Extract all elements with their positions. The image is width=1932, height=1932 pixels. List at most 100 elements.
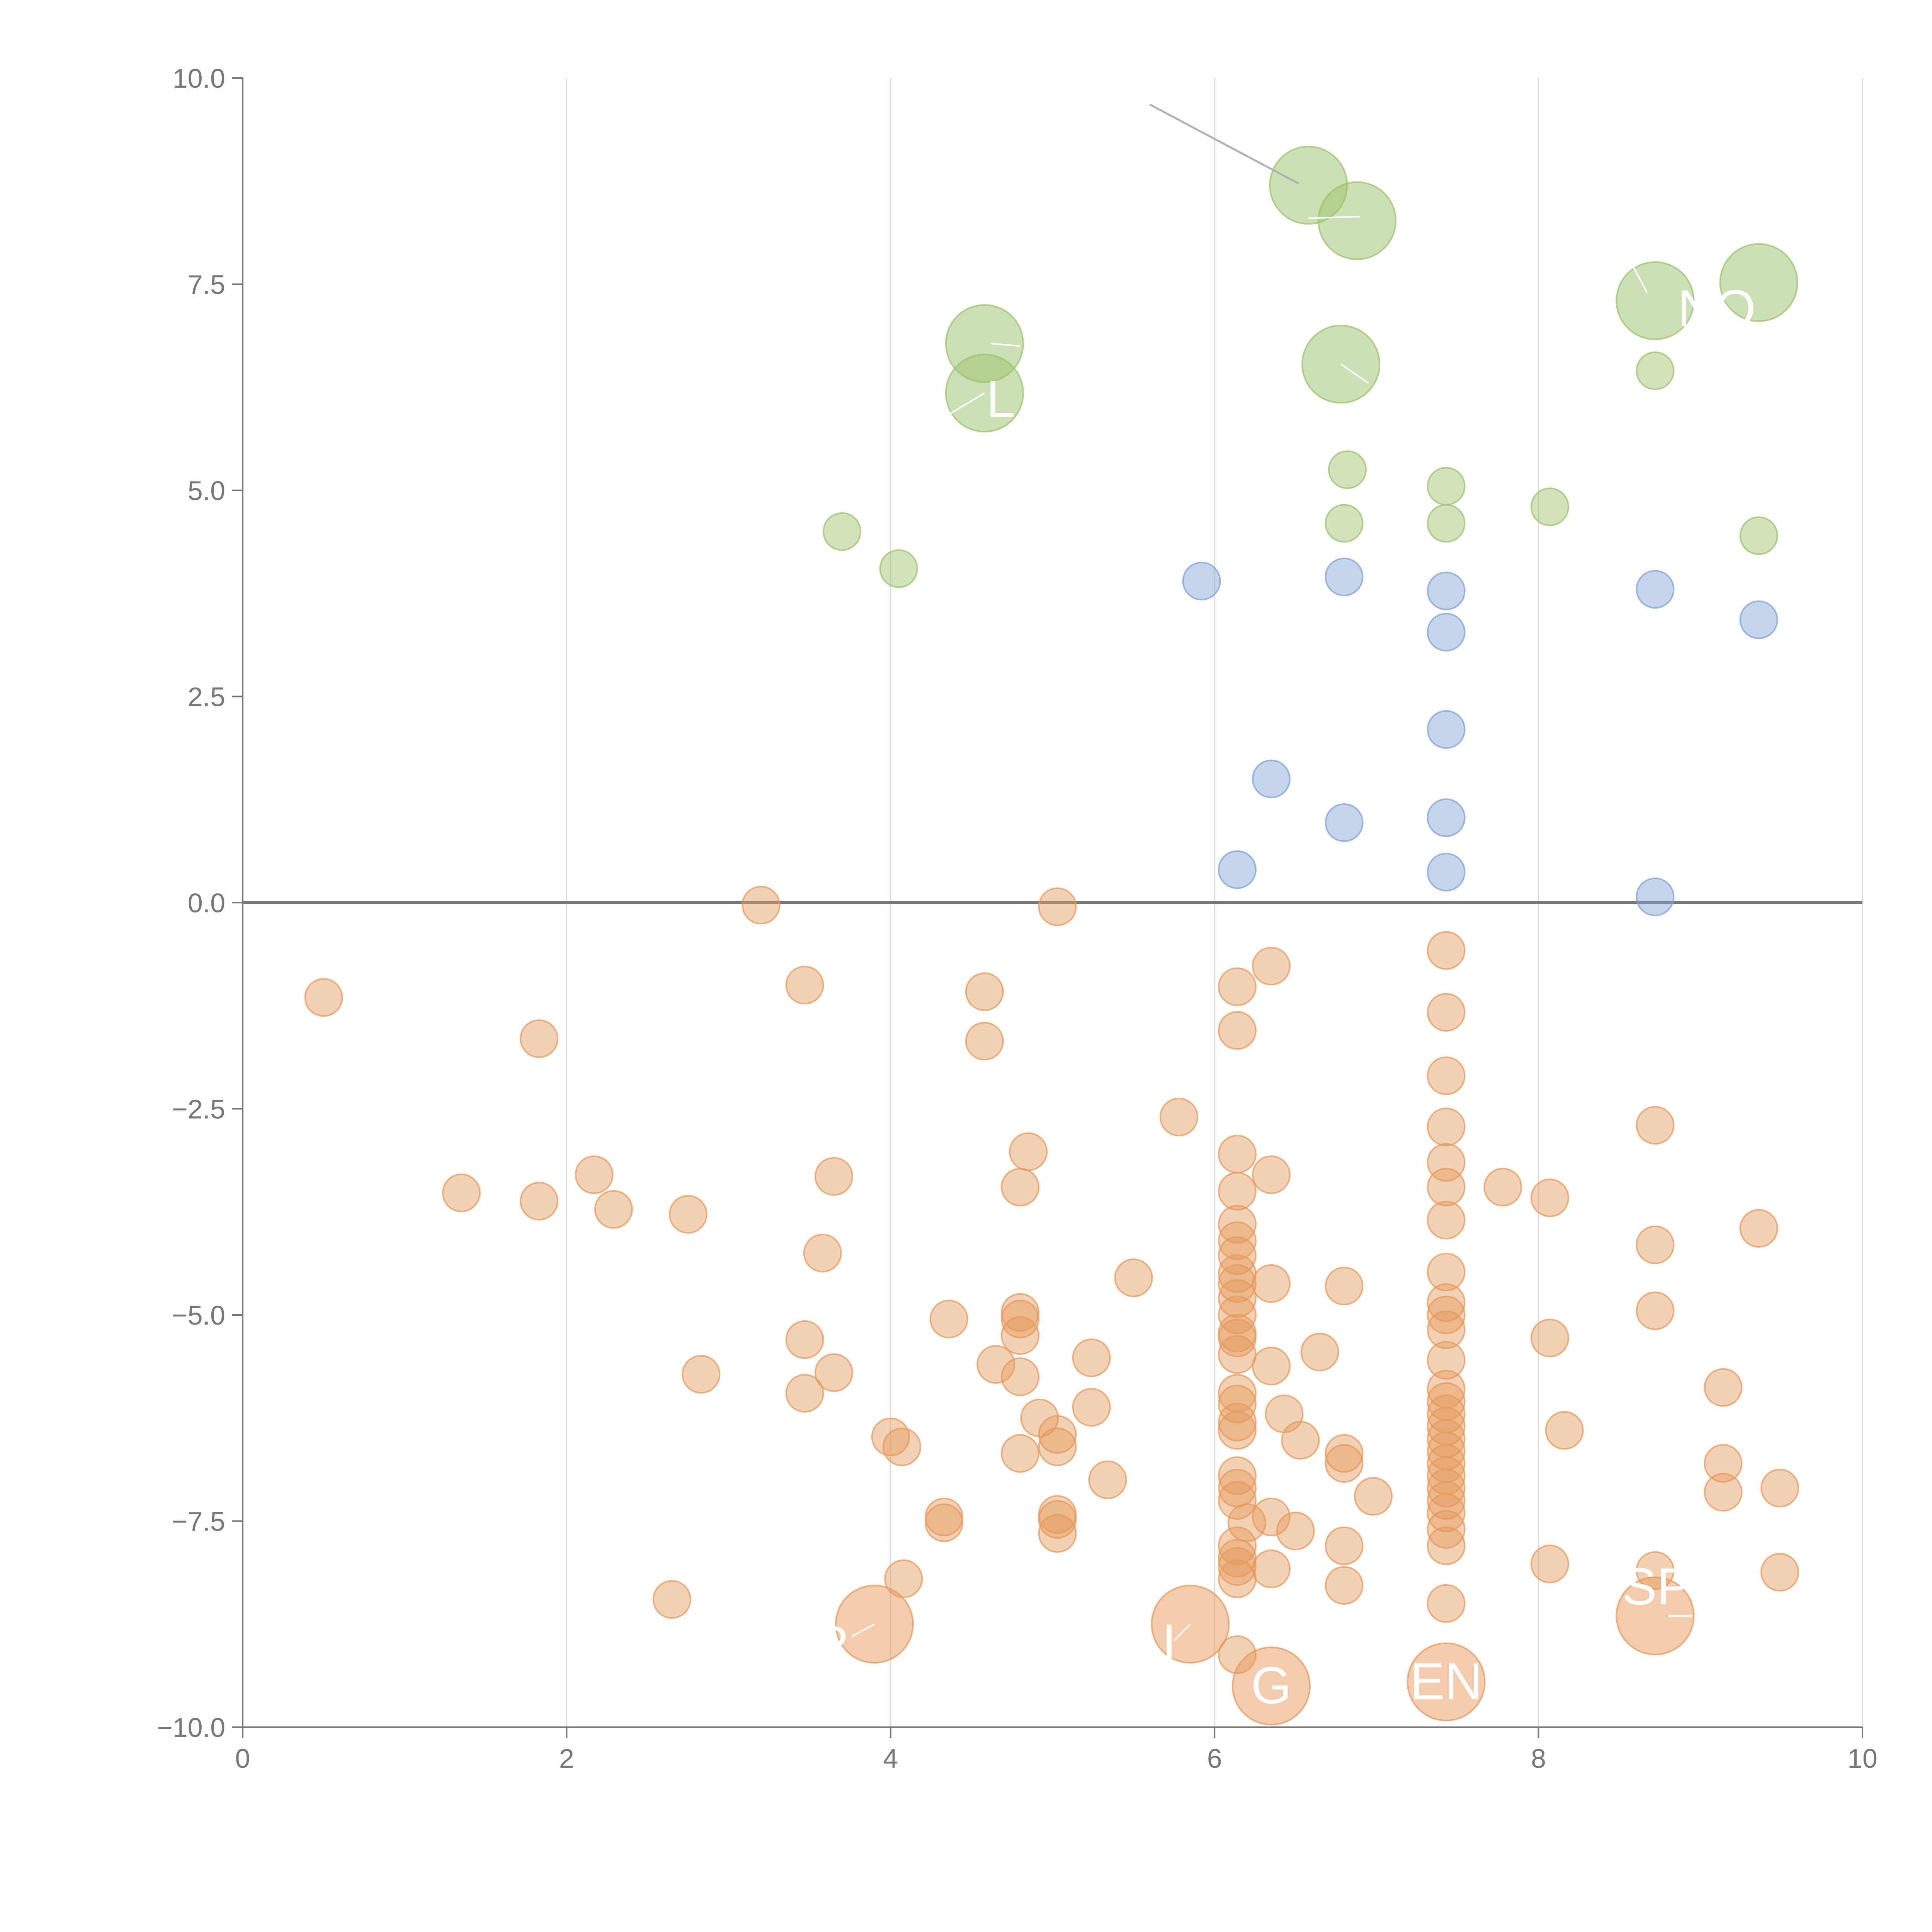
x-tick-label: 6 [1207, 1743, 1222, 1774]
orange-point [1252, 1497, 1291, 1536]
orange-point [1427, 1584, 1466, 1623]
y-tick-label: −5.0 [172, 1300, 225, 1330]
orange-point [1325, 1566, 1364, 1605]
y-tick-label: 7.5 [188, 270, 225, 300]
orange-point [1252, 947, 1291, 986]
orange-point [1530, 1544, 1569, 1583]
green-point [1636, 351, 1675, 390]
orange-point [1001, 1168, 1040, 1207]
orange-point [1427, 1310, 1466, 1349]
orange-point [965, 972, 1004, 1011]
orange-point [1704, 1368, 1743, 1407]
orange-point [1704, 1473, 1743, 1512]
orange-point [1218, 1526, 1257, 1565]
orange-point [1325, 1444, 1364, 1483]
orange-point [785, 1320, 824, 1359]
x-tick-label: 4 [883, 1743, 898, 1774]
blue-point [1427, 798, 1466, 837]
orange-point [1739, 1209, 1778, 1248]
orange-point [1001, 1316, 1040, 1355]
bubble-label: HIB [1179, 164, 1266, 222]
orange-point [1325, 1434, 1364, 1473]
orange-point [1252, 1155, 1291, 1194]
large-bubble [1719, 243, 1798, 322]
y-tick-label: 0.0 [188, 888, 225, 918]
orange-point [1218, 1403, 1257, 1442]
orange-point [1252, 1549, 1291, 1588]
orange-point [1038, 1415, 1077, 1454]
orange-point [785, 1374, 824, 1413]
orange-point [1427, 1253, 1466, 1292]
x-tick-label: 8 [1531, 1743, 1546, 1774]
green-point [1427, 504, 1466, 543]
orange-point [1218, 1221, 1257, 1260]
bubble-label: SP [1622, 1557, 1692, 1616]
blue-point [1182, 561, 1221, 600]
orange-point [520, 1019, 559, 1058]
orange-point [668, 1195, 707, 1234]
orange-point [785, 966, 824, 1005]
orange-point [1218, 1411, 1257, 1450]
orange-point [925, 1503, 964, 1542]
orange-point [1001, 1434, 1040, 1473]
bubble-label: I [1162, 1613, 1177, 1672]
label-leader-line [1340, 363, 1369, 384]
orange-point [1228, 1503, 1267, 1542]
orange-point [803, 1233, 842, 1272]
large-bubble [1318, 181, 1397, 260]
orange-point [1276, 1512, 1315, 1551]
orange-point [1001, 1357, 1040, 1396]
label-leader-line [939, 392, 985, 421]
orange-point [1427, 1107, 1466, 1146]
orange-point [815, 1157, 854, 1196]
orange-point [520, 1182, 559, 1221]
orange-point [1009, 1132, 1048, 1171]
orange-point [742, 886, 781, 925]
orange-point [883, 1427, 922, 1466]
orange-point [1218, 967, 1257, 1006]
orange-point [1325, 1267, 1364, 1306]
large-bubble [1616, 1576, 1695, 1655]
orange-point [1159, 1097, 1198, 1136]
orange-point [1483, 1168, 1522, 1207]
blue-point [1636, 878, 1675, 917]
orange-point [575, 1155, 614, 1194]
orange-point [652, 1580, 691, 1619]
label-leader-line [1631, 265, 1648, 293]
blue-point [1325, 803, 1364, 842]
orange-point [1252, 1347, 1291, 1386]
orange-point [1427, 1493, 1466, 1532]
orange-point [1038, 887, 1077, 926]
large-bubble [1616, 261, 1695, 340]
bubble-label: EN [1410, 1652, 1483, 1711]
orange-point [929, 1299, 968, 1338]
orange-point [1218, 1279, 1257, 1318]
orange-point [1530, 1318, 1569, 1357]
orange-point [1427, 993, 1466, 1032]
green-point [1739, 516, 1778, 555]
orange-point [1038, 1514, 1077, 1553]
orange-point [1218, 1547, 1257, 1586]
orange-point [442, 1173, 481, 1213]
large-bubbles [835, 146, 1798, 1726]
bubble-labels: HIB L NO R I G EN SP [812, 164, 1756, 1715]
orange-point [1354, 1477, 1393, 1516]
bubble-label: R [812, 1615, 850, 1673]
orange-point [1072, 1338, 1111, 1377]
label-leader-line [851, 1623, 875, 1638]
orange-point [1636, 1291, 1675, 1330]
y-tick-label: −2.5 [172, 1094, 225, 1124]
blue-point [1252, 759, 1291, 798]
orange-point [1252, 1264, 1291, 1303]
orange-point [1072, 1388, 1111, 1427]
orange-point [965, 1022, 1004, 1061]
y-tick-label: −10.0 [157, 1713, 225, 1743]
orange-point [1218, 1264, 1257, 1303]
orange-point [976, 1345, 1015, 1384]
orange-point [1218, 1134, 1257, 1173]
orange-point [1427, 1201, 1466, 1240]
orange-point [1218, 1559, 1257, 1598]
orange-point [1218, 1481, 1257, 1520]
orange-point [1427, 1056, 1466, 1095]
